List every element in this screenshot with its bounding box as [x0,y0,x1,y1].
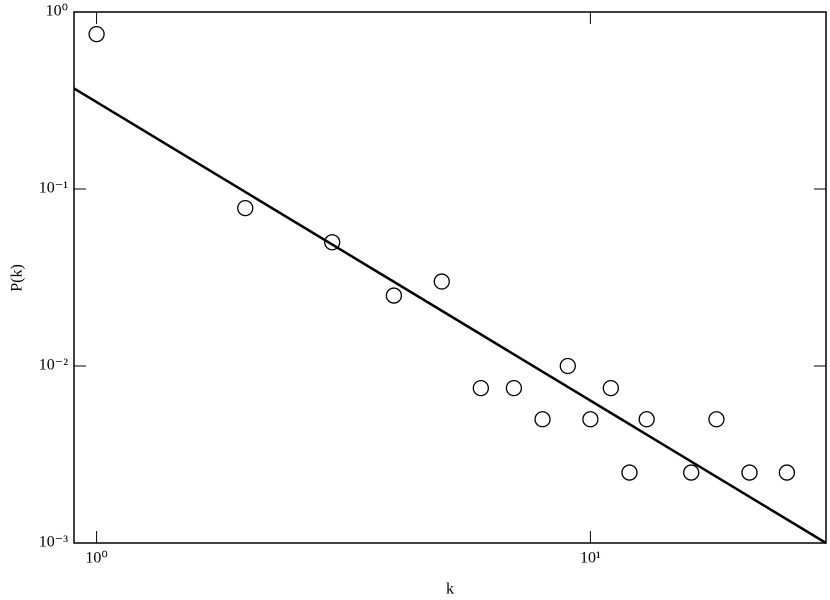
data-point [638,411,655,428]
data-point [621,464,638,481]
data-point [741,464,758,481]
data-point [534,411,551,428]
data-point [324,234,341,251]
data-point [433,273,450,290]
data-point [237,199,254,217]
data-point [708,411,725,428]
data-point [778,464,796,481]
y-tick-label: 10⁻¹ [39,180,68,197]
y-tick-label: 10⁻² [39,357,68,374]
data-point [683,464,700,481]
data-point [582,411,599,428]
x-axis-label: k [446,581,454,598]
data-point [505,379,523,397]
y-tick-label: 10⁰ [46,3,68,20]
x-tick-label: 10⁰ [85,550,107,567]
x-tick-label: 10¹ [580,550,601,567]
data-point [385,287,403,304]
data-point [472,379,489,397]
plot-frame [73,11,827,544]
data-point [602,379,619,397]
data-point [559,357,576,375]
y-tick-label: 10⁻³ [39,534,68,551]
y-axis-label: P(k) [9,264,26,292]
fit-line [73,87,827,545]
data-point [88,25,105,43]
